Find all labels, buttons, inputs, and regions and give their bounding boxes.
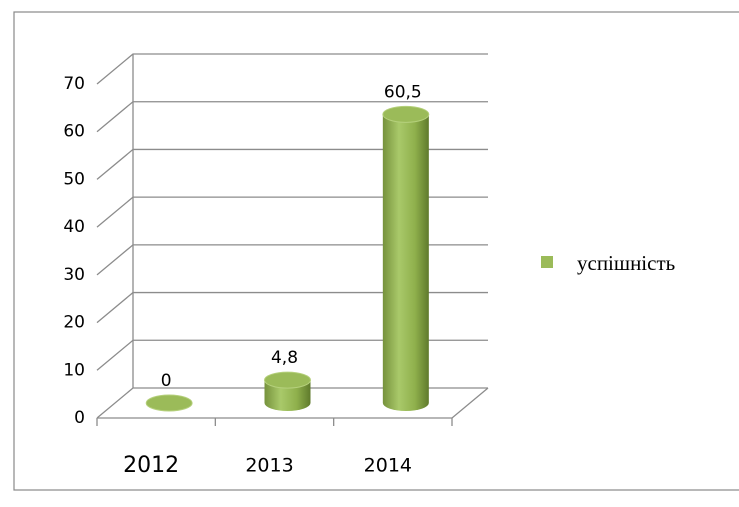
x-tick-label: 2013 <box>245 455 293 477</box>
grid-line <box>96 53 488 85</box>
y-tick-label: 70 <box>63 74 85 94</box>
bar <box>145 394 193 412</box>
grid-line <box>96 101 488 133</box>
y-tick-label: 0 <box>74 408 85 428</box>
data-label: 4,8 <box>271 348 298 368</box>
y-tick-label: 40 <box>63 217 85 237</box>
data-label: 0 <box>161 371 172 391</box>
grid-line <box>96 244 488 276</box>
x-tick-label: 2012 <box>123 453 179 478</box>
data-label: 60,5 <box>384 82 422 102</box>
grid-line <box>96 148 488 180</box>
y-tick-label: 50 <box>63 169 85 189</box>
chart-frame <box>13 11 739 491</box>
bar <box>264 371 311 411</box>
grid-line <box>96 196 488 228</box>
grid-line <box>96 291 488 324</box>
bar <box>382 105 430 411</box>
y-tick-label: 30 <box>63 265 85 285</box>
legend-swatch <box>541 256 553 268</box>
y-tick-label: 10 <box>63 360 85 380</box>
y-tick-label: 60 <box>63 122 85 142</box>
x-tick-label: 2014 <box>364 455 412 477</box>
y-tick-label: 20 <box>63 313 85 333</box>
legend-label: успішність <box>577 251 675 275</box>
